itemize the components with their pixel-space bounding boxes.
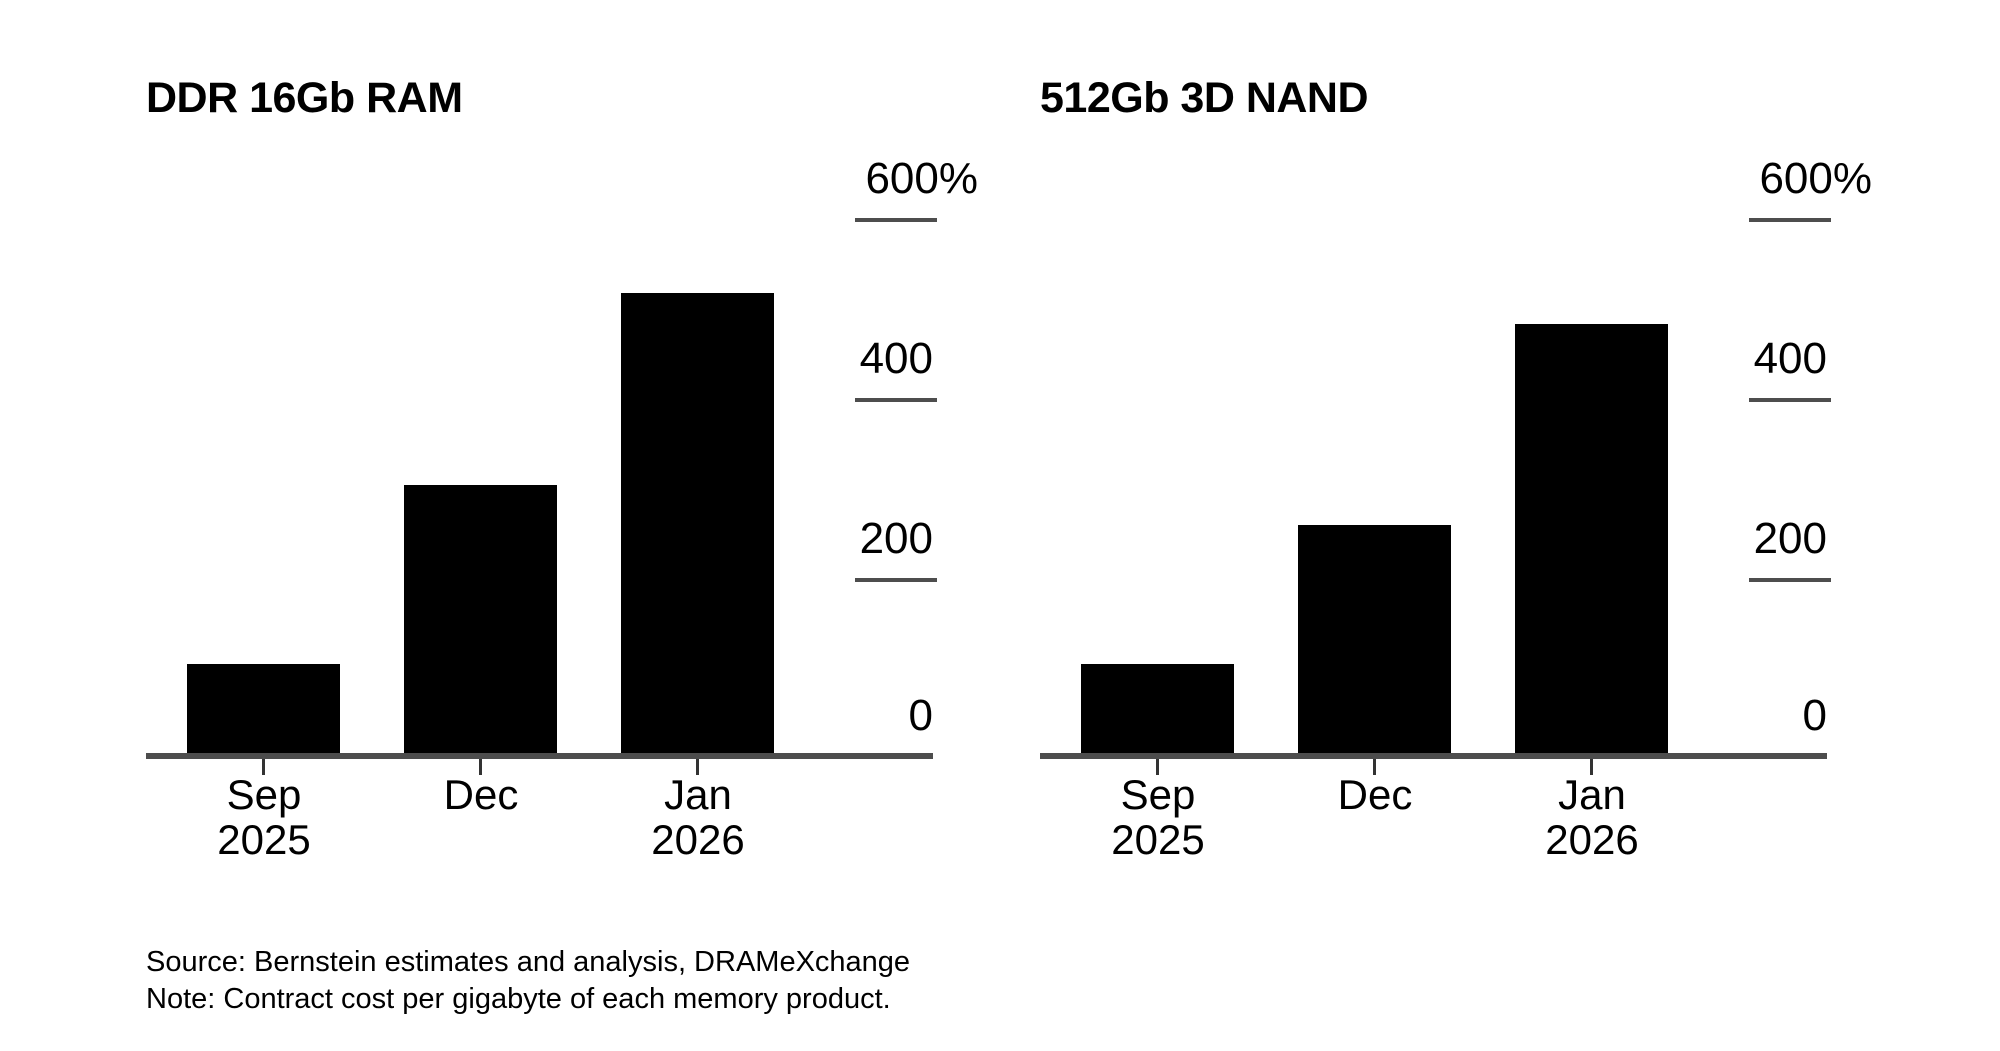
x-axis-category-dec: Dec xyxy=(1265,772,1485,817)
x-axis-category-sep-2025: Sep 2025 xyxy=(1048,772,1268,862)
category-line-2: 2025 xyxy=(217,816,311,863)
y-axis-label-600: 600% xyxy=(1759,154,1872,203)
y-axis-label-400: 400 xyxy=(1753,334,1827,383)
x-axis-tick-dec xyxy=(479,759,482,775)
y-axis-tick-200 xyxy=(1749,578,1831,582)
x-axis-tick-dec xyxy=(1373,759,1376,775)
x-axis-tick-jan xyxy=(696,759,699,775)
chart-title: 512Gb 3D NAND xyxy=(1040,74,1369,122)
bar-jan-2026 xyxy=(621,292,774,753)
category-line-2: 2025 xyxy=(1111,816,1205,863)
x-axis-line xyxy=(1040,753,1827,759)
x-axis-category-dec: Dec xyxy=(371,772,591,817)
source-note: Source: Bernstein estimates and analysis… xyxy=(146,946,911,978)
footer: Source: Bernstein estimates and analysis… xyxy=(146,944,910,1018)
chart-title: DDR 16Gb RAM xyxy=(146,74,463,122)
y-axis-tick-400 xyxy=(1749,398,1831,402)
y-axis-label-0: 0 xyxy=(908,691,933,740)
y-axis-label-400: 400 xyxy=(859,334,933,383)
method-note: Note: Contract cost per gigabyte of each… xyxy=(146,983,891,1015)
category-line-1: Jan xyxy=(664,771,732,818)
bar-jan-2026 xyxy=(1515,324,1668,753)
x-axis-line xyxy=(146,753,933,759)
bar-dec xyxy=(404,485,557,753)
bar-sep-2025 xyxy=(187,663,340,753)
category-line-1: Sep xyxy=(1120,771,1196,818)
chart-3d-nand: 512Gb 3D NAND 600% 400 200 0 Sep 2025 De… xyxy=(1040,0,1872,900)
category-line-2: 2026 xyxy=(651,816,745,863)
y-axis-label-200: 200 xyxy=(1753,514,1827,563)
y-axis-tick-400 xyxy=(855,398,937,402)
y-axis-label-200: 200 xyxy=(859,514,933,563)
category-line-2: 2026 xyxy=(1545,816,1639,863)
y-axis-label-0: 0 xyxy=(1802,691,1827,740)
category-line-1: Jan xyxy=(1558,771,1626,818)
bar-dec xyxy=(1298,525,1451,753)
y-axis-tick-200 xyxy=(855,578,937,582)
x-axis-category-jan-2026: Jan 2026 xyxy=(588,772,808,862)
y-axis-tick-600 xyxy=(1749,218,1831,222)
plot-area: 600% 400 200 0 xyxy=(1040,157,1872,759)
x-axis-category-sep-2025: Sep 2025 xyxy=(154,772,374,862)
x-axis-tick-jan xyxy=(1590,759,1593,775)
x-axis-tick-sep xyxy=(262,759,265,775)
plot-area: 600% 400 200 0 xyxy=(146,157,978,759)
category-line-1: Dec xyxy=(443,771,519,818)
x-axis-category-jan-2026: Jan 2026 xyxy=(1482,772,1702,862)
category-line-1: Dec xyxy=(1337,771,1413,818)
y-axis-tick-600 xyxy=(855,218,937,222)
category-line-1: Sep xyxy=(226,771,302,818)
x-axis-tick-sep xyxy=(1156,759,1159,775)
bar-sep-2025 xyxy=(1081,663,1234,753)
chart-ddr-ram: DDR 16Gb RAM 600% 400 200 0 Sep 2025 Dec… xyxy=(146,0,978,900)
y-axis-label-600: 600% xyxy=(865,154,978,203)
